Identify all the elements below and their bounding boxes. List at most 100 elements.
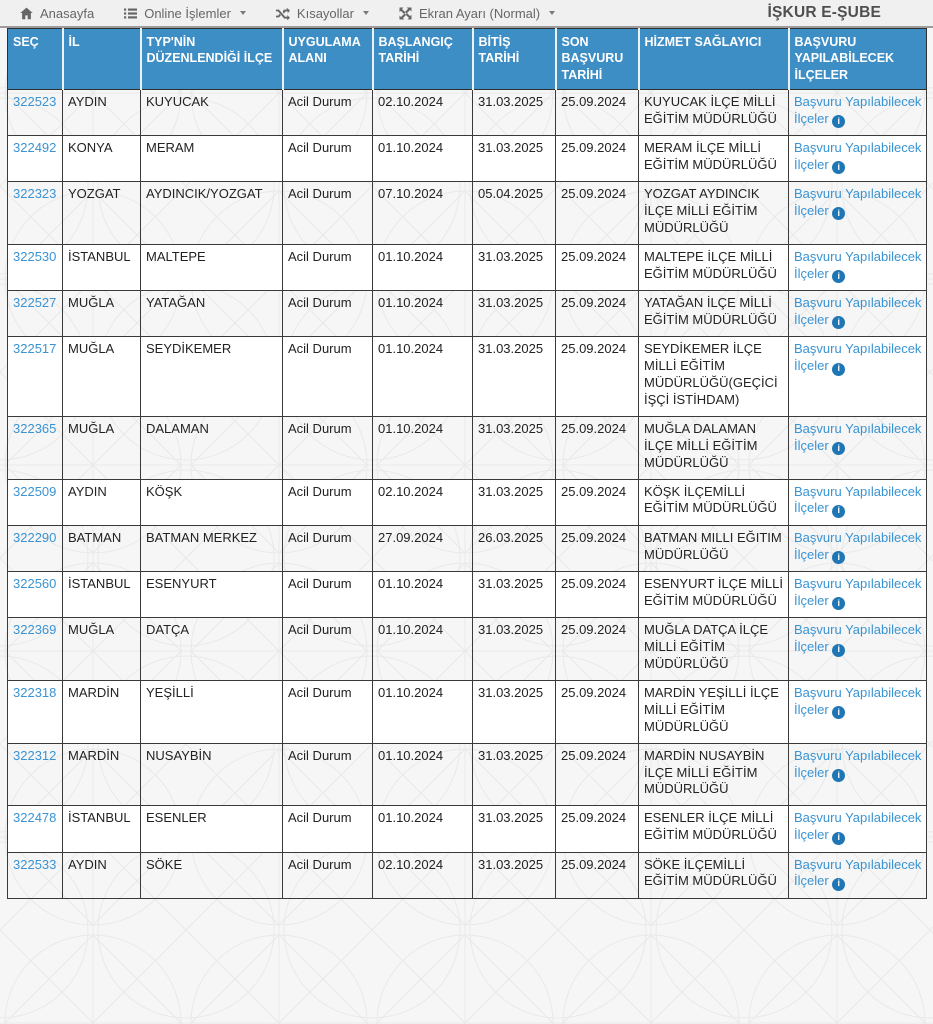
program-id-link[interactable]: 322365: [13, 420, 57, 436]
basvuru-yapilabilecek-ilceler-link[interactable]: Başvuru Yapılabilecek İlçeler i: [794, 685, 921, 720]
uygulama-alani-cell: Acil Durum: [282, 88, 373, 136]
table-row: 322478 İSTANBUL ESENLER Acil Durum 01.10…: [7, 805, 927, 853]
uygulama-alani-cell: Acil Durum: [282, 524, 373, 573]
basvuru-yapilabilecek-ilceler-link[interactable]: Başvuru Yapılabilecek İlçeler i: [794, 810, 921, 845]
program-id-link[interactable]: 322560: [13, 576, 57, 592]
nav-item-online-islemler[interactable]: Online İşlemler: [124, 6, 246, 21]
hizmet-saglayici-cell: MARDİN YEŞİLLİ İLÇE MİLLİ EĞİTİM MÜDÜRLÜ…: [638, 679, 789, 744]
baslangic-tarihi-cell: 01.10.2024: [372, 571, 473, 619]
uygulama-alani-cell: Acil Durum: [282, 478, 373, 526]
apply-link-label: Başvuru Yapılabilecek İlçeler: [794, 622, 922, 655]
duzenlendigi-ilce-cell: DALAMAN: [140, 415, 283, 480]
il-cell: AYDIN: [62, 851, 141, 899]
il-cell: KONYA: [62, 134, 141, 183]
basvuru-yapilabilecek-ilceler-link[interactable]: Başvuru Yapılabilecek İlçeler i: [794, 748, 921, 782]
apply-link-label: Başvuru Yapılabilecek İlçeler: [794, 295, 922, 328]
top-navbar: Anasayfa Online İşlemler Kısayollar: [0, 0, 933, 28]
info-circle-icon: i: [832, 551, 846, 565]
basvuru-yapilabilecek-ilceler-link[interactable]: Başvuru Yapılabilecek İlçeler i: [794, 857, 921, 891]
program-id-link[interactable]: 322318: [13, 684, 57, 700]
basvuru-ilceler-cell: Başvuru Yapılabilecek İlçeler i: [788, 415, 927, 480]
program-id-link[interactable]: 322323: [13, 186, 57, 202]
nav-item-ekran-ayari[interactable]: Ekran Ayarı (Normal): [399, 5, 556, 21]
table-row: 322312 MARDİN NUSAYBİN Acil Durum 01.10.…: [7, 742, 927, 807]
duzenlendigi-ilce-cell: ESENYURT: [140, 571, 283, 619]
basvuru-ilceler-cell: Başvuru Yapılabilecek İlçeler i: [788, 851, 927, 899]
bitis-tarihi-cell: 31.03.2025: [472, 617, 556, 681]
baslangic-tarihi-cell: 01.10.2024: [372, 742, 473, 807]
bitis-tarihi-cell: 05.04.2025: [472, 181, 556, 245]
uygulama-alani-cell: Acil Durum: [282, 336, 373, 417]
info-circle-icon: i: [832, 597, 846, 611]
apply-link-label: Başvuru Yapılabilecek İlçeler: [794, 483, 922, 516]
nav-item-label: Online İşlemler: [144, 5, 231, 21]
program-id-link[interactable]: 322312: [13, 747, 57, 763]
program-id-link[interactable]: 322533: [13, 856, 57, 872]
il-cell: MARDİN: [62, 679, 141, 744]
bitis-tarihi-cell: 31.03.2025: [472, 88, 556, 136]
basvuru-yapilabilecek-ilceler-link[interactable]: Başvuru Yapılabilecek İlçeler i: [794, 186, 921, 221]
hizmet-saglayici-cell: YATAĞAN İLÇE MİLLİ EĞİTİM MÜDÜRLÜĞÜ: [638, 290, 789, 338]
duzenlendigi-ilce-cell: KUYUCAK: [140, 88, 283, 136]
hizmet-saglayici-cell: SÖKE İLÇEMİLLİ EĞİTİM MÜDÜRLÜĞÜ: [638, 851, 789, 899]
sec-cell: 322527: [7, 290, 63, 338]
il-cell: MARDİN: [62, 742, 141, 807]
program-id-link[interactable]: 322517: [13, 341, 57, 357]
info-circle-icon: i: [832, 877, 846, 891]
uygulama-alani-cell: Acil Durum: [282, 617, 373, 681]
basvuru-ilceler-cell: Başvuru Yapılabilecek İlçeler i: [788, 336, 927, 417]
basvuru-yapilabilecek-ilceler-link[interactable]: Başvuru Yapılabilecek İlçeler i: [794, 576, 922, 611]
program-id-link[interactable]: 322523: [13, 93, 57, 109]
column-header-hizmet-saglayici: HİZMET SAĞLAYICI: [637, 28, 789, 90]
uygulama-alani-cell: Acil Durum: [282, 290, 373, 338]
sec-cell: 322323: [7, 181, 63, 245]
son-basvuru-tarihi-cell: 25.09.2024: [555, 181, 639, 245]
info-circle-icon: i: [832, 161, 846, 175]
basvuru-yapilabilecek-ilceler-link[interactable]: Başvuru Yapılabilecek İlçeler i: [794, 530, 921, 565]
uygulama-alani-cell: Acil Durum: [282, 679, 373, 744]
program-id-link[interactable]: 322369: [13, 622, 57, 638]
bitis-tarihi-cell: 31.03.2025: [472, 336, 556, 417]
nav-item-kisayollar[interactable]: Kısayollar: [275, 6, 369, 21]
sec-cell: 322533: [7, 851, 63, 899]
hizmet-saglayici-cell: KUYUCAK İLÇE MİLLİ EĞİTİM MÜDÜRLÜĞÜ: [638, 88, 789, 136]
sec-cell: 322312: [7, 742, 63, 807]
info-circle-icon: i: [832, 316, 846, 330]
table-row: 322523 AYDIN KUYUCAK Acil Durum 02.10.20…: [7, 88, 927, 136]
nav-item-anasayfa[interactable]: Anasayfa: [20, 6, 94, 21]
program-id-link[interactable]: 322530: [13, 248, 57, 264]
il-cell: MUĞLA: [62, 617, 141, 681]
column-header-duzenlendigi-ilce: TYP'NİN DÜZENLENDİĞİ İLÇE: [139, 28, 283, 90]
basvuru-yapilabilecek-ilceler-link[interactable]: Başvuru Yapılabilecek İlçeler i: [794, 94, 921, 128]
hizmet-saglayici-cell: MALTEPE İLÇE MİLLİ EĞİTİM MÜDÜRLÜĞÜ: [638, 243, 789, 292]
info-circle-icon: i: [832, 643, 846, 657]
info-circle-icon: i: [832, 706, 846, 720]
il-cell: MUĞLA: [62, 290, 141, 338]
program-id-link[interactable]: 322290: [13, 529, 57, 545]
column-header-sec: SEÇ: [7, 28, 63, 90]
uygulama-alani-cell: Acil Durum: [282, 181, 373, 245]
il-cell: YOZGAT: [62, 181, 141, 245]
hizmet-saglayici-cell: MUĞLA DATÇA İLÇE MİLLİ EĞİTİM MÜDÜRLÜĞÜ: [638, 617, 789, 681]
duzenlendigi-ilce-cell: NUSAYBİN: [140, 742, 283, 807]
program-id-link[interactable]: 322492: [13, 139, 57, 155]
basvuru-yapilabilecek-ilceler-link[interactable]: Başvuru Yapılabilecek İlçeler i: [794, 140, 921, 175]
son-basvuru-tarihi-cell: 25.09.2024: [555, 243, 639, 292]
program-id-link[interactable]: 322509: [13, 483, 57, 499]
hizmet-saglayici-cell: MERAM İLÇE MİLLİ EĞİTİM MÜDÜRLÜĞÜ: [638, 134, 789, 183]
basvuru-yapilabilecek-ilceler-link[interactable]: Başvuru Yapılabilecek İlçeler i: [794, 341, 921, 376]
nav-item-label: Ekran Ayarı (Normal): [418, 5, 541, 21]
sec-cell: 322318: [7, 679, 63, 744]
basvuru-yapilabilecek-ilceler-link[interactable]: Başvuru Yapılabilecek İlçeler i: [794, 483, 922, 518]
basvuru-yapilabilecek-ilceler-link[interactable]: Başvuru Yapılabilecek İlçeler i: [794, 249, 921, 284]
table-row: 322369 MUĞLA DATÇA Acil Durum 01.10.2024…: [7, 617, 927, 681]
info-circle-icon: i: [832, 270, 846, 284]
apply-link-label: Başvuru Yapılabilecek İlçeler: [794, 576, 922, 608]
basvuru-yapilabilecek-ilceler-link[interactable]: Başvuru Yapılabilecek İlçeler i: [794, 295, 922, 330]
basvuru-yapilabilecek-ilceler-link[interactable]: Başvuru Yapılabilecek İlçeler i: [794, 421, 921, 456]
program-id-link[interactable]: 322527: [13, 295, 57, 311]
program-id-link[interactable]: 322478: [13, 810, 57, 826]
bitis-tarihi-cell: 31.03.2025: [472, 478, 556, 526]
basvuru-yapilabilecek-ilceler-link[interactable]: Başvuru Yapılabilecek İlçeler i: [794, 622, 922, 657]
table-row: 322290 BATMAN BATMAN MERKEZ Acil Durum 2…: [7, 524, 927, 573]
